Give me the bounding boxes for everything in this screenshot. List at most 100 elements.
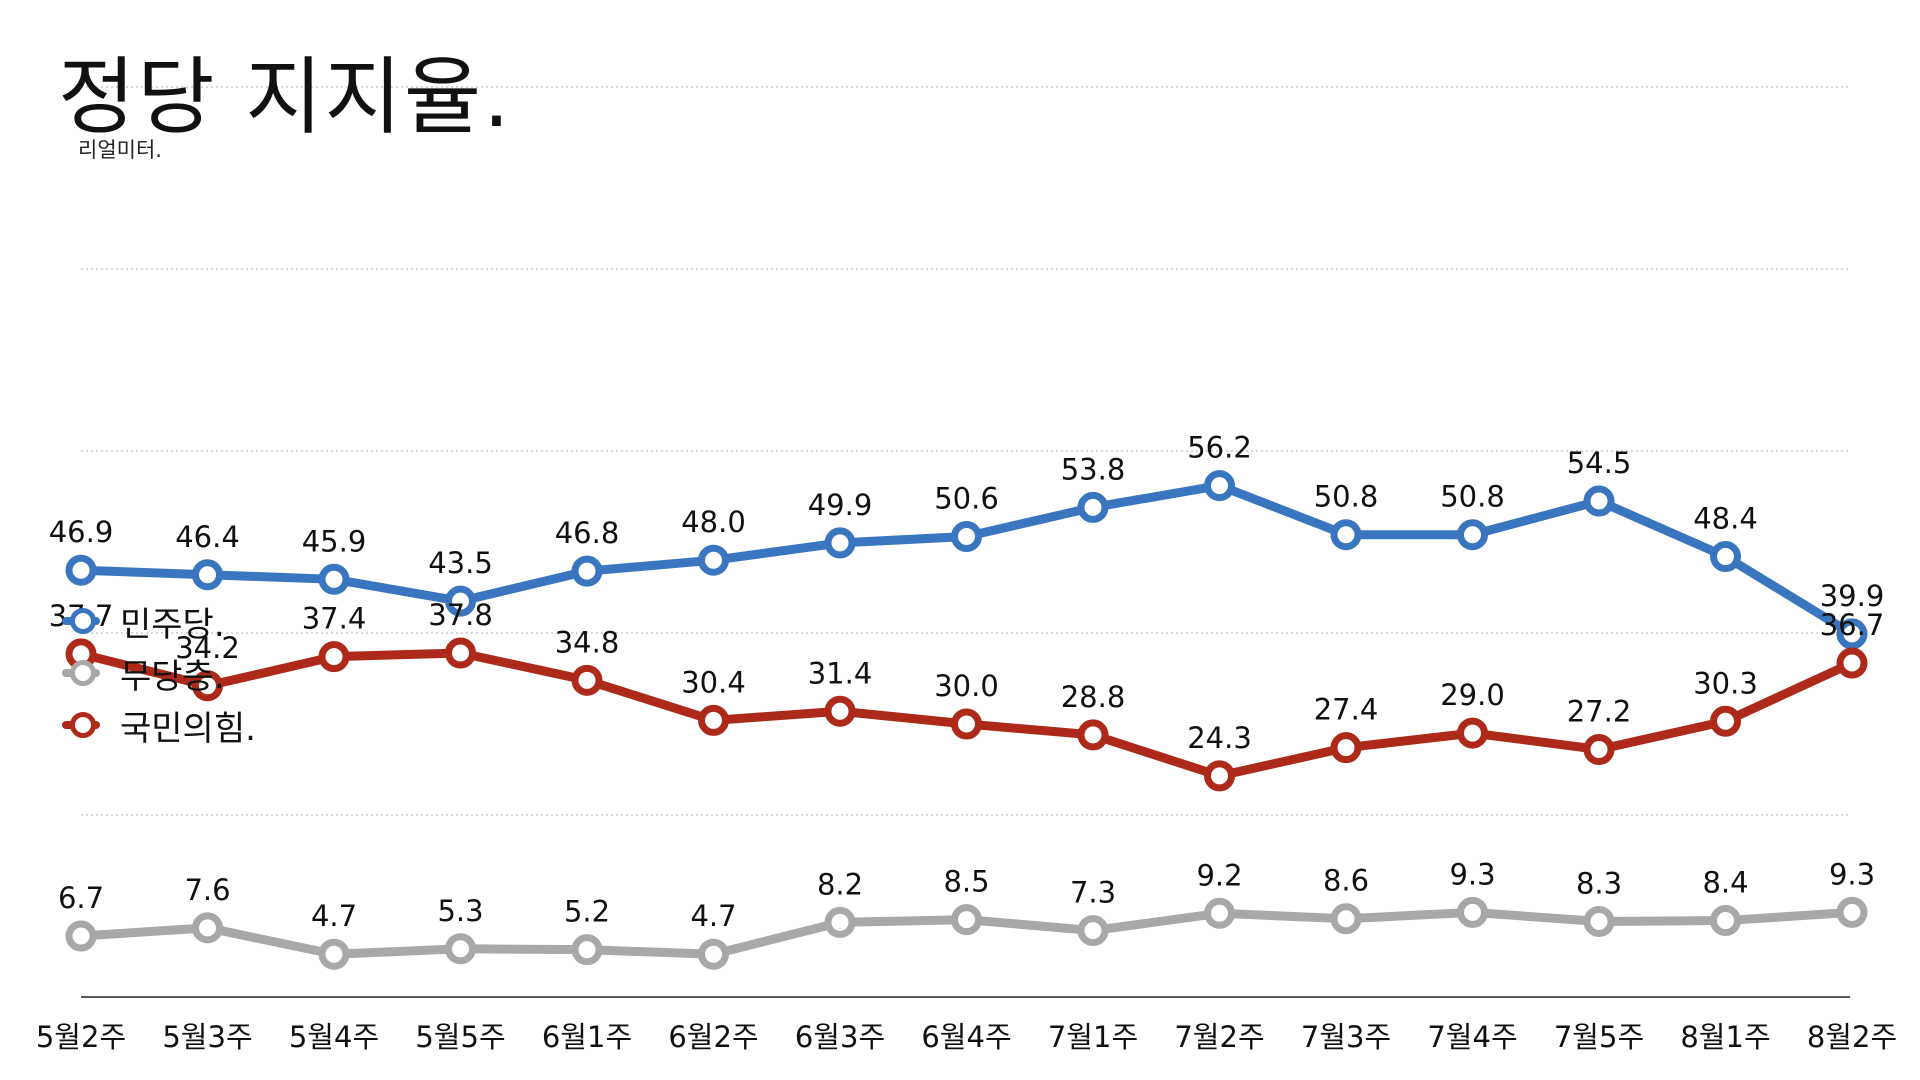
data-label: 7.3 xyxy=(1070,876,1116,910)
data-point xyxy=(445,637,476,669)
data-label: 6.7 xyxy=(58,881,104,915)
data-label: 49.9 xyxy=(808,488,873,522)
x-axis-ticks: 5월2주 5월3주 5월4주 5월5주 6월1주 6월2주 6월3주 6월4주 7월1주 7월2주… xyxy=(36,1020,1897,1054)
data-label: 56.2 xyxy=(1187,431,1252,465)
chart-subtitle: 리얼미터. xyxy=(78,138,162,162)
data-label: 9.3 xyxy=(1829,857,1875,891)
data-point xyxy=(951,708,982,740)
x-tick-label: 7월1주 xyxy=(1048,1020,1138,1054)
data-point xyxy=(1836,618,1868,650)
legend-marker-icon xyxy=(70,660,96,686)
data-point xyxy=(192,559,223,591)
legend-item-ppp: 국민의힘. xyxy=(62,699,256,751)
x-tick-label: 6월3주 xyxy=(795,1020,885,1054)
legend-marker-icon xyxy=(70,608,96,634)
x-tick-label: 6월4주 xyxy=(921,1020,1011,1054)
data-point xyxy=(445,585,476,617)
legend-label: 국민의힘. xyxy=(120,708,256,749)
data-point xyxy=(951,904,982,936)
x-tick-label: 6월2주 xyxy=(668,1020,758,1054)
data-label: 50.8 xyxy=(1440,480,1505,514)
series-layer: 46.9 46.4 45.9 43.5 46.8 48.0 49.9 50.6 53.8 56.2… xyxy=(49,431,1885,970)
data-label: 43.5 xyxy=(428,546,493,580)
data-label: 24.3 xyxy=(1187,721,1252,755)
data-label: 4.7 xyxy=(311,899,357,933)
data-point xyxy=(571,934,603,966)
x-tick-label: 6월1주 xyxy=(542,1020,632,1054)
data-label: 34.2 xyxy=(175,631,240,665)
x-tick-label: 7월3주 xyxy=(1301,1020,1391,1054)
x-tick-label: 5월4주 xyxy=(289,1020,379,1054)
data-label: 30.0 xyxy=(934,669,999,703)
data-label: 5.2 xyxy=(564,895,610,929)
data-point xyxy=(1836,647,1868,679)
data-point xyxy=(1077,915,1109,947)
x-tick-label: 7월5주 xyxy=(1554,1020,1644,1054)
data-label: 46.9 xyxy=(49,515,114,549)
x-tick-label: 8월2주 xyxy=(1807,1020,1897,1054)
data-point xyxy=(698,544,729,576)
data-point xyxy=(1457,717,1488,749)
x-tick-label: 7월2주 xyxy=(1174,1020,1264,1054)
data-point xyxy=(1204,897,1235,929)
data-point xyxy=(318,641,350,673)
data-point xyxy=(1457,896,1488,928)
data-point xyxy=(192,912,223,944)
data-point xyxy=(1204,470,1235,502)
series-0: 46.9 46.4 45.9 43.5 46.8 48.0 49.9 50.6 53.8 56.2… xyxy=(49,431,1885,650)
data-label: 4.7 xyxy=(690,899,736,933)
x-tick-label: 5월2주 xyxy=(36,1020,126,1054)
data-label: 50.8 xyxy=(1314,480,1379,514)
data-point xyxy=(318,563,350,595)
data-label: 34.8 xyxy=(555,625,620,659)
data-point xyxy=(571,555,603,587)
data-label: 7.6 xyxy=(184,873,230,907)
data-point xyxy=(1583,905,1615,937)
x-tick-label: 5월3주 xyxy=(162,1020,252,1054)
data-label: 8.2 xyxy=(817,867,863,901)
data-label: 8.4 xyxy=(1702,866,1748,900)
data-label: 39.9 xyxy=(1820,579,1885,613)
data-point xyxy=(1710,905,1741,937)
data-label: 9.2 xyxy=(1196,858,1242,892)
data-point xyxy=(571,664,603,696)
data-label: 5.3 xyxy=(437,894,483,928)
data-point xyxy=(1330,519,1362,551)
legend: 민주당. 무당층. 국민의힘. xyxy=(62,595,256,751)
data-point xyxy=(698,704,729,736)
data-label: 46.4 xyxy=(175,520,240,554)
data-point xyxy=(1330,903,1362,935)
data-point xyxy=(445,933,476,965)
data-label: 27.4 xyxy=(1314,693,1379,727)
data-label: 48.4 xyxy=(1693,502,1758,536)
data-label: 45.9 xyxy=(302,524,367,558)
data-point xyxy=(951,521,982,553)
data-label: 30.3 xyxy=(1693,666,1758,700)
legend-label: 무당층. xyxy=(120,656,225,697)
data-label: 50.6 xyxy=(934,482,999,516)
chart-title: 정당 지지율. xyxy=(58,48,512,146)
data-point xyxy=(1583,733,1615,765)
data-label: 30.4 xyxy=(681,665,746,699)
data-label: 29.0 xyxy=(1440,678,1505,712)
data-label: 37.4 xyxy=(302,602,367,636)
data-label: 8.5 xyxy=(943,865,989,899)
data-point xyxy=(1710,541,1741,573)
legend-item-minjoo: 민주당. xyxy=(62,595,256,647)
data-label: 37.8 xyxy=(428,598,493,632)
data-point xyxy=(1204,760,1235,792)
data-label: 53.8 xyxy=(1061,452,1126,486)
data-point xyxy=(1583,485,1615,517)
data-point xyxy=(192,670,223,702)
data-point xyxy=(824,527,856,559)
data-point xyxy=(824,695,856,727)
data-label: 46.8 xyxy=(555,516,620,550)
data-point xyxy=(1457,519,1488,551)
data-label: 36.7 xyxy=(1820,608,1885,642)
legend-swatch-minjoo xyxy=(62,608,100,634)
data-point xyxy=(65,920,97,952)
data-point xyxy=(1710,705,1741,737)
data-point xyxy=(1077,719,1109,751)
data-label: 9.3 xyxy=(1449,857,1495,891)
